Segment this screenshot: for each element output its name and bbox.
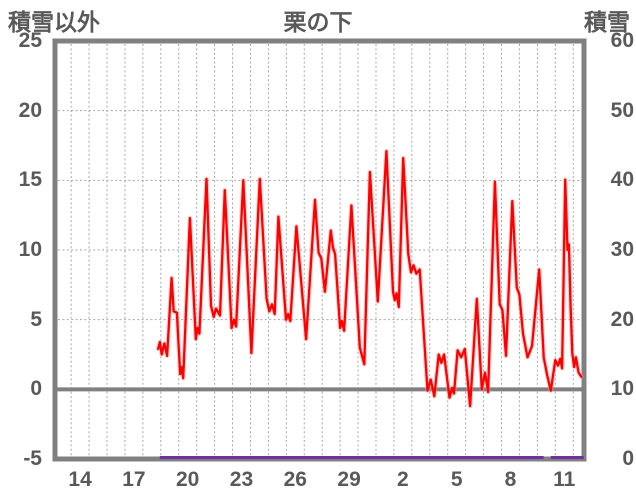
left-axis-tick-label: 20 <box>18 98 42 122</box>
left-axis-tick-label: 15 <box>18 168 42 192</box>
right-axis-tick-label: 20 <box>610 307 634 331</box>
left-axis-tick-label: 0 <box>30 377 42 401</box>
x-axis-tick-label: 8 <box>504 468 517 491</box>
x-axis-tick-label: 29 <box>337 468 361 491</box>
x-axis-tick-label: 20 <box>176 468 200 491</box>
x-axis-tick-label: 2 <box>397 468 409 491</box>
right-axis-title: 積雪 <box>584 9 630 35</box>
chart-title: 栗の下 <box>283 9 353 35</box>
right-axis-tick-label: 10 <box>610 377 634 401</box>
x-axis-tick-label: 23 <box>229 468 254 491</box>
x-axis-tick-label: 17 <box>122 468 146 491</box>
right-axis-tick-label: 50 <box>610 98 634 122</box>
right-axis-tick-label: 40 <box>610 168 634 192</box>
right-axis-tick-label: 60 <box>610 29 634 52</box>
left-axis-tick-label: 25 <box>18 29 42 52</box>
right-axis-tick-label: 0 <box>622 447 634 470</box>
left-axis-tick-label: 5 <box>30 307 42 331</box>
left-axis-tick-label: 10 <box>18 238 42 261</box>
x-axis-tick-label: 26 <box>283 468 307 491</box>
x-axis-tick-label: 5 <box>450 468 463 491</box>
x-axis-tick-label: 11 <box>553 468 576 491</box>
left-axis-tick-label: -5 <box>23 447 42 470</box>
right-axis-tick-label: 30 <box>610 238 634 261</box>
temperature-line <box>156 149 583 408</box>
left-axis-title: 積雪以外 <box>8 9 100 35</box>
x-axis-tick-label: 14 <box>68 468 92 491</box>
